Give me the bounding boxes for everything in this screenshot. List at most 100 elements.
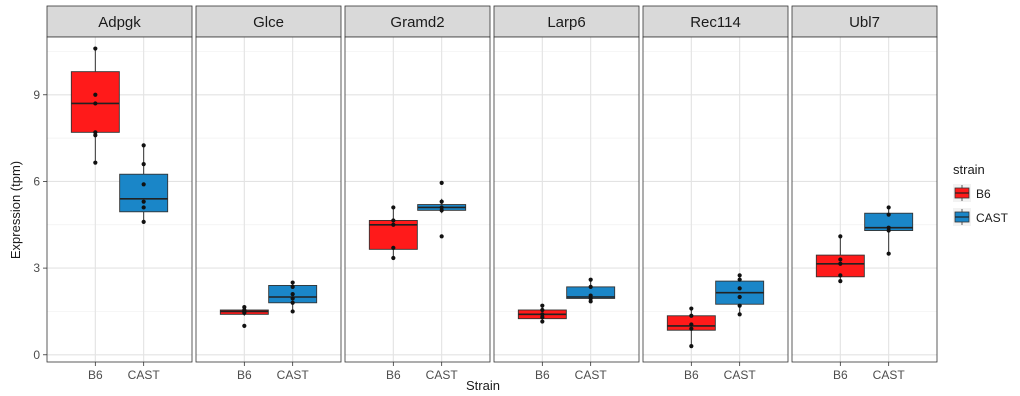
data-point <box>737 286 742 291</box>
y-tick-label: 3 <box>33 261 40 275</box>
data-point <box>290 300 295 305</box>
boxplot-cast <box>864 205 914 256</box>
facet-strip-label: Glce <box>253 14 284 31</box>
facet-panel-rec114: Rec114 B6 CAST <box>642 5 789 382</box>
x-tick-label: CAST <box>873 368 906 382</box>
data-point <box>588 296 593 301</box>
data-point <box>689 322 694 327</box>
data-point <box>391 255 396 261</box>
boxplot-b6 <box>368 205 418 261</box>
facet-strip-label: Rec114 <box>690 14 741 31</box>
data-point <box>886 251 891 256</box>
data-point <box>391 245 396 250</box>
facet-strip-label: Adpgk <box>98 14 141 31</box>
data-point <box>886 212 891 217</box>
panel-background <box>345 37 490 362</box>
x-tick-label: B6 <box>535 368 550 382</box>
data-point <box>290 284 295 289</box>
data-point <box>737 294 742 300</box>
panel-background <box>494 37 639 362</box>
x-tick-label: B6 <box>833 368 848 382</box>
data-point <box>391 222 396 227</box>
data-point <box>242 323 247 328</box>
data-point <box>93 46 98 51</box>
data-point <box>540 312 545 317</box>
data-point <box>93 130 98 135</box>
data-point <box>141 182 146 187</box>
data-point <box>689 326 694 331</box>
y-tick-label: 9 <box>33 88 40 102</box>
data-point <box>141 162 146 167</box>
data-point <box>290 292 295 297</box>
facet-strip <box>46 5 193 38</box>
y-tick-label: 6 <box>33 174 40 188</box>
data-point <box>439 234 444 239</box>
data-point <box>838 234 843 239</box>
x-tick-label: CAST <box>277 368 310 382</box>
data-point <box>242 305 247 310</box>
data-point <box>588 293 593 298</box>
panel-background <box>643 37 788 362</box>
panel-background <box>196 37 341 362</box>
legend-label: B6 <box>976 187 991 201</box>
boxplot-b6 <box>219 305 269 328</box>
panel-border <box>46 36 193 363</box>
data-point <box>439 205 444 210</box>
data-point <box>838 257 843 262</box>
legend-entry-cast: CAST <box>953 208 1009 226</box>
facet-strip <box>642 5 789 38</box>
y-axis-title: Expression (tpm) <box>8 161 23 259</box>
facet-strip <box>195 5 342 38</box>
legend: strain B6 CAST <box>953 162 1009 226</box>
data-point <box>540 307 545 313</box>
data-point <box>838 261 843 266</box>
facet-strip-label: Ubl7 <box>849 14 880 31</box>
x-tick-label: CAST <box>575 368 608 382</box>
legend-title: strain <box>953 162 985 177</box>
data-point <box>141 219 146 224</box>
panel-border <box>791 36 938 363</box>
data-point <box>689 344 694 349</box>
facet-panel-glce: Glce B6 CAST <box>195 5 342 382</box>
data-point <box>886 205 891 210</box>
legend-entry-b6: B6 <box>953 184 991 202</box>
data-point <box>93 133 98 138</box>
panel-border <box>344 36 491 363</box>
x-tick-label: B6 <box>386 368 401 382</box>
data-point <box>737 303 742 308</box>
data-point <box>588 299 593 304</box>
data-point <box>689 306 694 311</box>
facet-panel-gramd2: Gramd2 B6 CAST <box>344 5 491 382</box>
boxplot-cast <box>566 277 616 304</box>
data-point <box>737 312 742 317</box>
panel-border <box>195 36 342 363</box>
x-tick-label: CAST <box>426 368 459 382</box>
data-point <box>439 199 444 204</box>
data-point <box>141 199 146 204</box>
data-point <box>290 309 295 314</box>
data-point <box>588 284 593 289</box>
data-point <box>540 315 545 320</box>
data-point <box>141 205 146 210</box>
facet-strip <box>344 5 491 38</box>
legend-label: CAST <box>976 211 1009 225</box>
facet-panel-adpgk: Adpgk B6 CAST <box>46 5 193 382</box>
boxplot-b6 <box>70 46 120 165</box>
x-tick-label: CAST <box>128 368 161 382</box>
data-point <box>141 143 146 148</box>
data-point <box>737 273 742 278</box>
boxplot-cast <box>715 273 765 317</box>
panel-border <box>493 36 640 363</box>
data-point <box>439 208 444 213</box>
data-point <box>391 205 396 210</box>
facet-panel-ubl7: Ubl7 B6 CAST <box>791 5 938 382</box>
data-point <box>242 310 247 315</box>
boxplot-b6 <box>517 303 567 324</box>
facet-panel-larp6: Larp6 B6 CAST <box>493 5 640 382</box>
facet-strip <box>791 5 938 38</box>
data-point <box>93 160 98 165</box>
data-point <box>540 319 545 324</box>
y-axis: 0 3 6 9 <box>33 88 47 362</box>
boxplot-b6 <box>815 234 865 284</box>
data-point <box>838 279 843 284</box>
